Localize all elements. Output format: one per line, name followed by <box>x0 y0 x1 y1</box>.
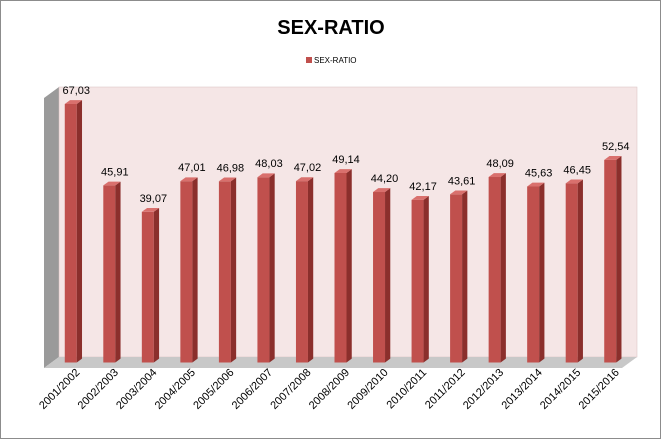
legend-swatch <box>306 57 312 63</box>
data-label: 39,07 <box>140 193 168 205</box>
x-tick-label: 2014/2015 <box>538 367 583 412</box>
x-tick-label: 2002/2003 <box>76 367 121 412</box>
bar <box>334 169 352 363</box>
bar-side <box>153 207 160 363</box>
x-tick-label: 2012/2013 <box>461 367 506 412</box>
bar-front <box>218 181 231 363</box>
bar <box>527 182 545 363</box>
bar-front <box>450 194 463 363</box>
data-label: 44,20 <box>371 173 399 185</box>
bar-top <box>450 190 468 195</box>
x-tick-label: 2003/2004 <box>114 367 159 412</box>
bar-side <box>462 190 468 363</box>
bar-top <box>604 155 622 160</box>
bar-front <box>527 186 540 363</box>
x-tick-label: 2001/2002 <box>37 367 82 412</box>
data-label: 47,01 <box>178 162 206 174</box>
bar <box>295 177 314 363</box>
x-tick-label: 2010/2011 <box>385 367 430 412</box>
bar <box>141 207 160 363</box>
bar-top <box>180 177 198 182</box>
bar-top <box>373 188 391 193</box>
data-label: 67,03 <box>63 85 91 97</box>
chart-title: SEX-RATIO <box>277 17 384 39</box>
bar-top <box>141 207 160 212</box>
bar-top <box>527 182 545 187</box>
bar-top <box>103 181 121 186</box>
bar-top <box>257 173 275 178</box>
legend: SEX-RATIO <box>306 56 357 65</box>
data-labels: 67,03 45,91 39,07 47,01 46,98 48,03 47,02 49,14… <box>63 85 630 205</box>
bar-top <box>295 177 314 182</box>
bar-top <box>565 179 583 184</box>
bar <box>565 179 583 363</box>
bar-side <box>230 177 237 363</box>
bar-side <box>307 177 314 363</box>
data-label: 42,17 <box>409 181 437 193</box>
bar-side <box>346 169 352 363</box>
data-label: 52,54 <box>602 141 630 153</box>
bar-side <box>115 181 121 363</box>
bar-top <box>411 195 429 200</box>
bar-top <box>218 177 237 182</box>
x-tick-label: 2004/2005 <box>153 367 198 412</box>
bar-side <box>577 179 583 363</box>
data-label: 45,63 <box>525 167 553 179</box>
bar <box>257 173 275 363</box>
data-label: 45,91 <box>101 166 129 178</box>
bar-side <box>500 173 506 363</box>
data-label: 46,98 <box>217 162 245 174</box>
bar-front <box>604 159 617 363</box>
x-tick-label: 2005/2006 <box>191 367 236 412</box>
bar-front <box>373 192 386 363</box>
data-label: 47,02 <box>294 162 322 174</box>
bar <box>64 100 83 363</box>
x-tick-label: 2006/2007 <box>230 367 275 412</box>
bar <box>218 177 237 363</box>
bar-side <box>385 188 391 363</box>
bar-front <box>180 181 193 363</box>
bar <box>411 195 429 363</box>
bar <box>488 173 506 363</box>
x-tick-label: 2013/2014 <box>500 367 545 412</box>
bar-front <box>295 181 308 363</box>
bars <box>64 100 622 363</box>
bar-side <box>539 182 545 363</box>
x-axis-ticks: 2001/20022002/20032003/20042004/20052005… <box>37 367 622 412</box>
data-label: 46,45 <box>563 164 591 176</box>
bar-front <box>103 185 116 363</box>
bar-front <box>565 183 578 363</box>
bar <box>604 155 622 363</box>
x-tick-label: 2015/2016 <box>577 367 622 412</box>
bar-side <box>192 177 198 363</box>
bar-side <box>423 195 429 363</box>
side-wall <box>44 87 59 368</box>
data-label: 48,09 <box>486 158 514 170</box>
x-tick-label: 2007/2008 <box>268 367 313 412</box>
x-tick-label: 2009/2010 <box>345 367 390 412</box>
bar-front <box>141 211 154 363</box>
bar-front <box>488 177 501 363</box>
bar-front <box>64 103 77 363</box>
bar <box>450 190 468 363</box>
bar-top <box>334 169 352 173</box>
bar-front <box>411 199 424 363</box>
bar <box>373 188 391 363</box>
bar <box>103 181 121 363</box>
data-label: 48,03 <box>255 158 283 170</box>
data-label: 49,14 <box>332 154 360 166</box>
bar <box>180 177 198 363</box>
bar-side <box>269 173 275 363</box>
bar-front <box>257 177 270 363</box>
bar-side <box>616 155 622 363</box>
bar-top <box>64 100 83 104</box>
data-label: 43,61 <box>448 175 476 187</box>
x-tick-label: 2008/2009 <box>307 367 352 412</box>
bar-front <box>334 172 347 363</box>
legend-label: SEX-RATIO <box>314 56 357 65</box>
bar-top <box>488 173 506 178</box>
bar-side <box>76 100 83 363</box>
